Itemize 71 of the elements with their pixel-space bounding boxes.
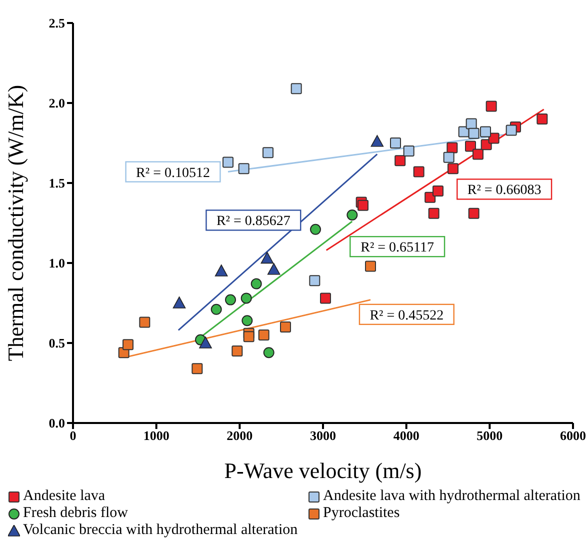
point [232,346,243,356]
annotation: R² = 0.65117 [360,240,434,256]
x-axis-title: P-Wave velocity (m/s) [224,458,422,483]
y-tick-label: 2.5 [48,16,66,31]
point [240,292,252,304]
y-tick-label: 0.0 [48,416,65,431]
point [290,83,302,94]
point [506,124,517,136]
point [486,100,497,112]
annotation: R² = 0.45522 [370,308,444,324]
point [222,156,234,168]
point [448,163,458,174]
point [262,147,274,158]
x-tick-label: 0 [70,428,76,444]
legend-label: Andesite lava [23,488,106,505]
x-tick-label: 6000 [560,428,586,444]
legend-label: Andesite lava with hydrothermal alteration [323,488,580,505]
point [428,208,440,219]
point [199,336,212,348]
point [280,322,291,332]
point [536,114,548,124]
point [214,264,228,276]
x-tick-label: 1000 [143,428,170,444]
legend-label: Volcanic breccia with hydrothermal alteration [23,522,298,539]
annotation: R² = 0.66083 [467,183,542,198]
point [468,128,480,139]
legend-label: Pyroclastites [323,505,400,522]
point [394,155,406,166]
point [346,210,358,220]
point [443,152,454,163]
point [370,135,384,147]
point [243,331,254,342]
annotation: R² = 0.85627 [216,214,290,230]
point [465,140,476,152]
point [488,132,500,144]
legend-label: Fresh debris flow [23,505,128,522]
point [432,186,444,196]
point [365,260,376,272]
x-tick-label: 4000 [393,428,420,444]
point [210,304,222,315]
annotation: R² = 0.10512 [136,166,210,181]
y-tick-label: 1.5 [48,176,66,191]
point [480,126,491,138]
point [468,208,480,219]
y-tick-label: 2.0 [48,96,65,111]
point [139,316,150,328]
point [263,347,274,358]
point [242,315,253,326]
point [267,263,280,275]
point [238,163,250,174]
x-tick-label: 3000 [310,428,336,444]
point [122,339,134,350]
point [403,146,414,156]
y-tick-label: 1.0 [48,256,65,271]
point [390,138,401,148]
point [413,166,424,178]
point [310,224,321,235]
x-tick-label: 5000 [476,428,503,444]
point [260,252,274,264]
point [320,292,331,304]
point [258,330,270,340]
point [309,275,320,286]
point [446,142,458,154]
point [192,363,203,374]
point [225,294,236,306]
point [472,148,484,160]
point [172,296,186,308]
y-tick-label: 0.5 [48,336,66,351]
point [358,200,368,211]
x-tick-label: 2000 [226,428,253,444]
point [250,278,262,290]
